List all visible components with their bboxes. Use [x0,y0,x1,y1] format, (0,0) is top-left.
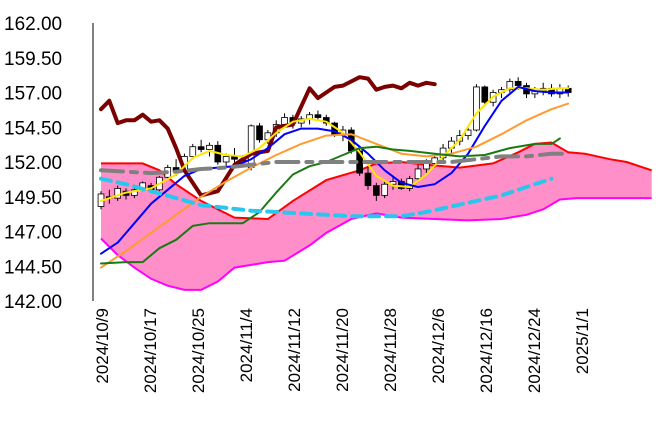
chikou-span-line [99,75,437,198]
line-cyan-dashed [99,176,554,219]
candle-body [197,146,205,150]
line-green [100,137,561,265]
candle-body [364,172,372,187]
candle-body [481,86,489,103]
cloud-bullish [101,142,652,290]
y-tick-label: 157.00 [4,84,62,105]
x-tick-label: 2025/1/1 [573,308,592,374]
x-tick-label: 2024/11/28 [381,308,400,392]
y-tick-label: 152.00 [4,153,62,174]
senkou-span-b-line [100,197,652,291]
y-axis-ticks: 162.00 159.50 157.00 154.50 152.00 149.50 147.… [4,14,62,313]
candle-body [114,188,122,199]
line-blue [100,85,570,255]
candle-body [473,86,480,131]
x-tick-label: 2024/10/17 [141,308,160,393]
candle-body [381,183,388,196]
y-tick-label: 149.50 [4,188,62,209]
candle-body [247,125,255,168]
y-tick-label: 147.00 [4,223,62,244]
x-tick-label: 2024/11/4 [237,308,256,382]
candle-body [423,162,430,170]
candle-body [189,146,197,157]
candle-body [398,181,405,189]
candle-body [256,125,263,141]
x-tick-label: 2024/11/12 [285,308,304,392]
x-tick-label: 2024/12/16 [477,308,496,393]
candle-body [514,80,522,86]
x-tick-label: 2024/12/24 [525,308,544,393]
candle-body [222,156,230,163]
line-gray-dashed [99,151,571,176]
candle-body [206,144,213,150]
candle-body [506,80,514,91]
x-axis-ticks: 2024/10/9 2024/10/17 2024/10/25 2024/11/4 20… [93,308,592,393]
line-orange [100,102,570,269]
indicator-lines [99,75,571,269]
x-tick-label: 2024/11/20 [333,308,352,392]
y-tick-label: 162.00 [4,14,62,35]
candle-body [281,117,288,125]
y-tick-label: 144.50 [4,257,62,278]
y-tick-label: 154.50 [4,118,62,139]
x-tick-label: 2024/12/6 [429,308,448,384]
line-yellow [100,87,570,202]
x-tick-label: 2024/10/25 [189,308,208,393]
candle-body [414,168,422,180]
candle-body [314,114,322,118]
x-tick-label: 2024/10/9 [93,308,112,384]
y-tick-label: 142.00 [4,292,62,313]
y-tick-label: 159.50 [4,49,62,70]
candle-body [373,185,380,196]
